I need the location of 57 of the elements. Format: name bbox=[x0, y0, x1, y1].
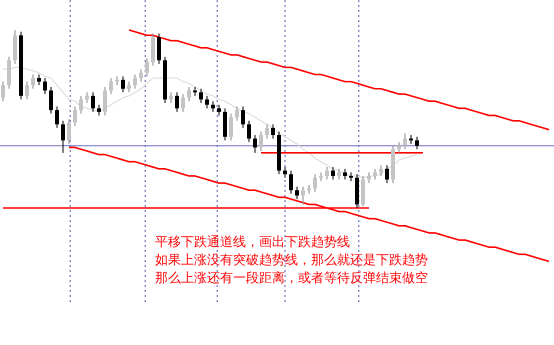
candlestick bbox=[109, 78, 113, 95]
text: 如果上涨没有突破趋势线，那么就还是下跌趋势 bbox=[155, 253, 428, 268]
candlestick bbox=[385, 164, 389, 184]
candlestick bbox=[157, 33, 161, 64]
candlestick bbox=[139, 68, 143, 82]
candlestick bbox=[367, 172, 371, 184]
candlestick bbox=[247, 120, 251, 143]
candlestick bbox=[337, 168, 341, 180]
candlestick bbox=[49, 86, 53, 114]
candlestick bbox=[397, 142, 401, 154]
candlestick bbox=[217, 104, 221, 116]
candlestick bbox=[271, 124, 275, 140]
candlestick bbox=[283, 166, 287, 178]
candlestick bbox=[235, 106, 239, 122]
candlestick bbox=[325, 166, 329, 180]
candlestick bbox=[289, 170, 293, 194]
candlestick bbox=[187, 86, 191, 102]
candlestick bbox=[295, 186, 299, 200]
text: 那么上涨还有一段距离，或者等待反弹结束做空 bbox=[155, 270, 428, 286]
candlestick bbox=[253, 134, 257, 154]
candlestick bbox=[175, 92, 179, 112]
candlestick bbox=[343, 168, 347, 180]
candlestick bbox=[331, 166, 335, 180]
candlestick bbox=[373, 168, 377, 180]
candlestick bbox=[37, 74, 41, 86]
candlestick bbox=[301, 186, 305, 205]
candlestick bbox=[55, 106, 59, 128]
candlestick bbox=[43, 78, 47, 95]
text: 平移下跌通道线，画出下跌趋势线 bbox=[155, 235, 350, 250]
candlestick bbox=[25, 81, 29, 100]
candlestick bbox=[91, 92, 95, 112]
candlestick bbox=[379, 164, 383, 176]
candlestick bbox=[73, 106, 77, 127]
candlestick bbox=[97, 104, 101, 116]
candlestick bbox=[241, 106, 245, 128]
candlestick bbox=[313, 174, 317, 192]
candlestick bbox=[229, 113, 233, 141]
candlestick bbox=[169, 92, 173, 104]
candlestick bbox=[67, 118, 71, 144]
candlestick bbox=[61, 120, 65, 154]
candlestick bbox=[265, 124, 269, 140]
candlestick bbox=[79, 95, 83, 114]
candlestick bbox=[133, 74, 137, 90]
candlestick bbox=[205, 95, 209, 109]
candlestick bbox=[127, 81, 131, 93]
candlestick bbox=[145, 58, 149, 77]
candlestick bbox=[85, 92, 89, 104]
candlestick bbox=[31, 74, 35, 90]
candlestick bbox=[199, 88, 203, 104]
candlestick bbox=[211, 100, 215, 112]
candlestick bbox=[103, 86, 107, 116]
candlestick bbox=[403, 132, 407, 150]
candlestick bbox=[1, 81, 5, 102]
candlestick bbox=[121, 76, 125, 93]
candlestick bbox=[181, 94, 185, 112]
candlestick bbox=[259, 130, 263, 152]
candlestick bbox=[415, 136, 419, 150]
